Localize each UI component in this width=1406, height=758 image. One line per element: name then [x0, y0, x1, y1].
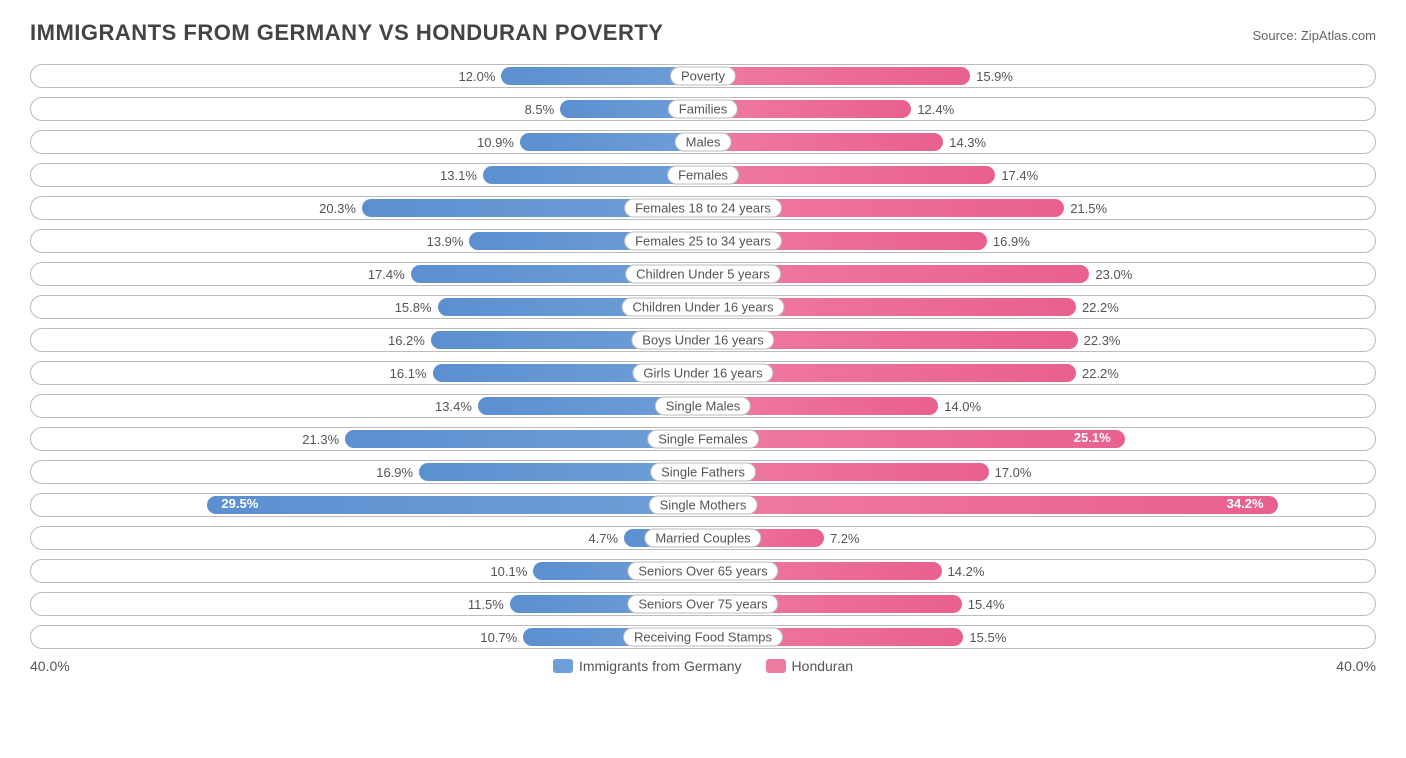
- chart-row: 11.5% 15.4% Seniors Over 75 years: [30, 592, 1376, 616]
- right-value-label: 23.0%: [1089, 267, 1138, 282]
- category-label: Seniors Over 65 years: [627, 562, 778, 581]
- right-bar: [703, 166, 995, 184]
- right-value-label: 22.2%: [1076, 366, 1125, 381]
- axis-right-max: 40.0%: [1336, 658, 1376, 674]
- left-value-label: 11.5%: [462, 597, 510, 612]
- category-label: Single Females: [647, 430, 759, 449]
- right-value-label: 17.0%: [989, 465, 1038, 480]
- left-value-label: 10.1%: [484, 564, 533, 579]
- left-value-label: 21.3%: [296, 432, 345, 447]
- category-label: Poverty: [670, 67, 736, 86]
- legend-swatch-left: [553, 659, 573, 673]
- right-value-label: 34.2%: [1221, 496, 1270, 511]
- chart-row: 13.4% 14.0% Single Males: [30, 394, 1376, 418]
- right-value-label: 21.5%: [1064, 201, 1113, 216]
- left-value-label: 17.4%: [362, 267, 411, 282]
- right-value-label: 25.1%: [1068, 430, 1117, 445]
- right-value-label: 15.5%: [963, 630, 1012, 645]
- legend: Immigrants from Germany Honduran: [553, 658, 853, 674]
- left-value-label: 16.2%: [382, 333, 431, 348]
- legend-item-left: Immigrants from Germany: [553, 658, 742, 674]
- left-value-label: 15.8%: [389, 300, 438, 315]
- category-label: Single Fathers: [650, 463, 756, 482]
- category-label: Males: [675, 133, 732, 152]
- right-value-label: 15.9%: [970, 69, 1019, 84]
- right-value-label: 16.9%: [987, 234, 1036, 249]
- chart-row: 20.3% 21.5% Females 18 to 24 years: [30, 196, 1376, 220]
- legend-item-right: Honduran: [766, 658, 854, 674]
- category-label: Single Mothers: [649, 496, 758, 515]
- category-label: Single Males: [655, 397, 751, 416]
- right-value-label: 14.2%: [942, 564, 991, 579]
- right-value-label: 14.0%: [938, 399, 987, 414]
- category-label: Receiving Food Stamps: [623, 628, 783, 647]
- chart-row: 10.7% 15.5% Receiving Food Stamps: [30, 625, 1376, 649]
- chart-row: 21.3% 25.1% Single Females: [30, 427, 1376, 451]
- chart-row: 10.9% 14.3% Males: [30, 130, 1376, 154]
- left-value-label: 20.3%: [313, 201, 362, 216]
- category-label: Girls Under 16 years: [632, 364, 773, 383]
- right-value-label: 22.2%: [1076, 300, 1125, 315]
- left-value-label: 13.4%: [429, 399, 478, 414]
- left-value-label: 13.1%: [434, 168, 483, 183]
- left-value-label: 10.7%: [474, 630, 523, 645]
- category-label: Children Under 5 years: [625, 265, 781, 284]
- category-label: Females 25 to 34 years: [624, 232, 782, 251]
- source-attribution: Source: ZipAtlas.com: [1252, 28, 1376, 43]
- legend-swatch-right: [766, 659, 786, 673]
- chart-row: 4.7% 7.2% Married Couples: [30, 526, 1376, 550]
- chart-row: 13.9% 16.9% Females 25 to 34 years: [30, 229, 1376, 253]
- right-bar: 34.2%: [703, 496, 1278, 514]
- chart-row: 12.0% 15.9% Poverty: [30, 64, 1376, 88]
- chart-row: 17.4% 23.0% Children Under 5 years: [30, 262, 1376, 286]
- left-value-label: 10.9%: [471, 135, 520, 150]
- category-label: Seniors Over 75 years: [627, 595, 778, 614]
- right-value-label: 7.2%: [824, 531, 866, 546]
- category-label: Females 18 to 24 years: [624, 199, 782, 218]
- right-value-label: 22.3%: [1078, 333, 1127, 348]
- left-value-label: 8.5%: [519, 102, 561, 117]
- category-label: Married Couples: [644, 529, 761, 548]
- right-value-label: 12.4%: [911, 102, 960, 117]
- left-value-label: 16.1%: [384, 366, 433, 381]
- chart-row: 16.1% 22.2% Girls Under 16 years: [30, 361, 1376, 385]
- header: IMMIGRANTS FROM GERMANY VS HONDURAN POVE…: [30, 20, 1376, 46]
- chart-row: 29.5% 34.2% Single Mothers: [30, 493, 1376, 517]
- left-value-label: 4.7%: [582, 531, 624, 546]
- left-value-label: 16.9%: [370, 465, 419, 480]
- axis-left-max: 40.0%: [30, 658, 70, 674]
- left-bar: 29.5%: [207, 496, 703, 514]
- right-bar: [703, 67, 970, 85]
- chart-title: IMMIGRANTS FROM GERMANY VS HONDURAN POVE…: [30, 20, 663, 46]
- right-value-label: 14.3%: [943, 135, 992, 150]
- chart-row: 16.9% 17.0% Single Fathers: [30, 460, 1376, 484]
- legend-label-right: Honduran: [792, 658, 854, 674]
- axis-row: 40.0% Immigrants from Germany Honduran 4…: [30, 658, 1376, 674]
- diverging-bar-chart: 12.0%15.9%Poverty8.5%12.4%Families10.9%1…: [30, 64, 1376, 649]
- category-label: Children Under 16 years: [622, 298, 785, 317]
- chart-row: 10.1% 14.2% Seniors Over 65 years: [30, 559, 1376, 583]
- chart-row: 8.5% 12.4% Families: [30, 97, 1376, 121]
- left-value-label: 12.0%: [453, 69, 502, 84]
- legend-label-left: Immigrants from Germany: [579, 658, 742, 674]
- right-value-label: 15.4%: [962, 597, 1011, 612]
- left-value-label: 29.5%: [215, 496, 264, 511]
- right-bar: 25.1%: [703, 430, 1125, 448]
- right-bar: [703, 133, 943, 151]
- category-label: Females: [667, 166, 739, 185]
- category-label: Boys Under 16 years: [631, 331, 774, 350]
- right-value-label: 17.4%: [995, 168, 1044, 183]
- chart-row: 16.2% 22.3% Boys Under 16 years: [30, 328, 1376, 352]
- left-value-label: 13.9%: [421, 234, 470, 249]
- chart-row: 15.8% 22.2% Children Under 16 years: [30, 295, 1376, 319]
- category-label: Families: [668, 100, 738, 119]
- chart-row: 13.1% 17.4% Females: [30, 163, 1376, 187]
